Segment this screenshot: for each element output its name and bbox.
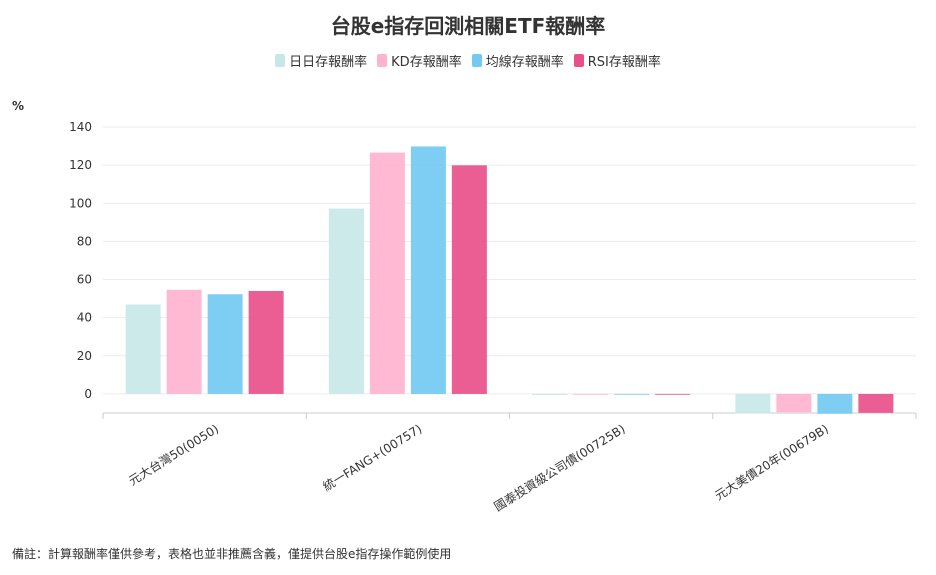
- y-tick-label-40: 40: [77, 311, 92, 325]
- y-tick-label-100: 100: [69, 196, 92, 210]
- bar-3-cat-2: [410, 146, 446, 394]
- legend-label-ma: 均線存報酬率: [485, 55, 564, 70]
- legend-swatch-rsi: [573, 54, 584, 67]
- x-category-label-1: 元大台灣50(0050): [126, 421, 221, 488]
- legend-item-daily[interactable]: 日日存報酬率: [275, 51, 367, 70]
- bar-2-cat-2: [369, 152, 405, 394]
- legend-label-rsi: RSI存報酬率: [587, 55, 661, 70]
- bar-2-cat-3: [573, 393, 609, 395]
- legend-label-daily: 日日存報酬率: [289, 55, 368, 70]
- bar-1-cat-3: [532, 393, 568, 396]
- bar-4-cat-1: [248, 290, 284, 394]
- legend-swatch-kd: [377, 54, 388, 67]
- x-category-label-4: 元大美債20年(00679B): [712, 421, 831, 503]
- bar-4-cat-4: [858, 393, 894, 413]
- bar-1-cat-2: [328, 208, 364, 394]
- bar-1-cat-4: [735, 393, 771, 414]
- bar-1-cat-1: [125, 304, 161, 394]
- y-tick-label-80: 80: [77, 234, 92, 248]
- legend-item-rsi[interactable]: RSI存報酬率: [573, 51, 661, 70]
- bar-4-cat-3: [655, 393, 691, 395]
- bar-3-cat-1: [207, 294, 243, 394]
- bar-3-cat-3: [614, 393, 650, 395]
- y-tick-label-140: 140: [69, 120, 92, 134]
- legend-swatch-daily: [275, 54, 286, 67]
- y-tick-label-60: 60: [77, 273, 92, 287]
- x-category-label-2: 統一FANG+(00757): [320, 422, 424, 494]
- x-category-label-3: 國泰投資級公司債(00725B): [491, 421, 628, 514]
- bar-2-cat-4: [776, 393, 812, 413]
- bar-2-cat-1: [166, 289, 202, 394]
- legend-item-ma[interactable]: 均線存報酬率: [471, 51, 564, 70]
- y-tick-label-120: 120: [69, 158, 92, 172]
- legend-item-kd[interactable]: KD存報酬率: [377, 51, 462, 70]
- footnote: 備註：計算報酬率僅供參考，表格也並非推薦含義，僅提供台股e指存操作範例使用: [12, 547, 452, 561]
- y-tick-label-0: 0: [84, 387, 92, 401]
- bar-4-cat-2: [451, 165, 487, 394]
- legend-label-kd: KD存報酬率: [391, 55, 462, 70]
- legend-swatch-ma: [471, 54, 482, 67]
- bar-3-cat-4: [817, 393, 853, 414]
- chart-legend: 日日存報酬率 KD存報酬率 均線存報酬率 RSI存報酬率: [0, 51, 936, 70]
- y-axis-unit-label: %: [12, 99, 24, 113]
- y-tick-label-20: 20: [77, 349, 92, 363]
- chart-title: 台股e指存回測相關ETF報酬率: [330, 14, 606, 38]
